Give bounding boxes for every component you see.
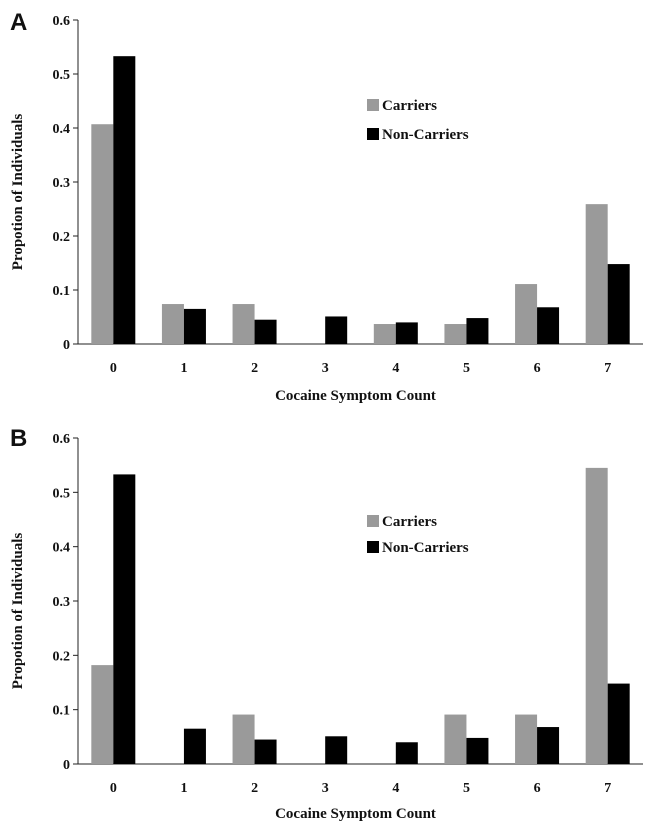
bar-non-carriers-0 — [113, 56, 136, 345]
x-axis-title: Cocaine Symptom Count — [275, 388, 436, 404]
bar-non-carriers-6 — [537, 727, 560, 764]
y-tick-label: 0 — [63, 338, 70, 353]
legend-swatch — [367, 99, 379, 111]
bar-non-carriers-2 — [254, 739, 277, 764]
bar-carriers-5 — [444, 324, 467, 344]
x-tick-label: 2 — [251, 361, 258, 376]
bar-carriers-2 — [232, 304, 255, 344]
x-tick-label: 5 — [463, 781, 470, 796]
legend-swatch — [367, 541, 379, 553]
bar-carriers-6 — [515, 714, 538, 764]
bar-non-carriers-1 — [183, 308, 206, 344]
bar-non-carriers-4 — [395, 322, 418, 344]
bar-carriers-2 — [232, 714, 255, 764]
bar-non-carriers-2 — [254, 319, 277, 344]
y-tick-label: 0.3 — [53, 176, 71, 191]
y-tick-label: 0.6 — [53, 432, 71, 447]
bar-carriers-5 — [444, 714, 467, 764]
x-tick-label: 3 — [322, 361, 329, 376]
legend-swatch — [367, 515, 379, 527]
x-tick-label: 5 — [463, 361, 470, 376]
x-tick-label: 3 — [322, 781, 329, 796]
bar-non-carriers-5 — [466, 737, 489, 764]
x-tick-label: 7 — [604, 781, 611, 796]
bar-carriers-1 — [161, 304, 184, 344]
legend: Carriers Non-Carriers — [367, 514, 469, 556]
y-tick-label: 0 — [63, 758, 70, 773]
bar-carriers-4 — [373, 324, 396, 344]
y-axis-title: Propotion of Individuals — [10, 533, 26, 690]
x-tick-label: 6 — [534, 361, 541, 376]
panel-label: B — [10, 425, 27, 452]
bar-non-carriers-0 — [113, 474, 136, 764]
legend-label: Carriers — [382, 514, 437, 530]
bar-non-carriers-3 — [325, 316, 348, 344]
y-tick-label: 0.5 — [53, 486, 71, 501]
x-tick-label: 1 — [180, 781, 187, 796]
x-tick-label: 4 — [392, 361, 399, 376]
y-tick-label: 0.4 — [53, 541, 71, 556]
x-tick-label: 0 — [110, 361, 117, 376]
legend-swatch — [367, 128, 379, 140]
x-tick-label: 0 — [110, 781, 117, 796]
legend-label: Non-Carriers — [382, 127, 469, 143]
y-tick-label: 0.6 — [53, 14, 71, 29]
y-tick-label: 0.3 — [53, 595, 71, 610]
bar-carriers-0 — [91, 124, 114, 344]
bar-carriers-7 — [585, 204, 608, 344]
bar-carriers-6 — [515, 284, 538, 344]
x-tick-label: 1 — [180, 361, 187, 376]
x-tick-label: 7 — [604, 361, 611, 376]
legend: Carriers Non-Carriers — [367, 98, 469, 143]
y-tick-label: 0.5 — [53, 68, 71, 83]
bar-non-carriers-7 — [607, 264, 630, 344]
chart-panel-b: B 0 0.1 0.2 0.3 0.4 0.5 0.6 Propotion of Individ… — [10, 425, 643, 822]
bar-carriers-0 — [91, 665, 114, 764]
bar-non-carriers-7 — [607, 683, 630, 764]
y-tick-label: 0.2 — [53, 649, 71, 664]
bar-non-carriers-4 — [395, 742, 418, 764]
y-tick-label: 0.1 — [53, 284, 71, 299]
x-tick-label: 4 — [392, 781, 399, 796]
x-tick-label: 2 — [251, 781, 258, 796]
bar-non-carriers-3 — [325, 736, 348, 764]
bar-non-carriers-5 — [466, 318, 489, 344]
x-tick-label: 6 — [534, 781, 541, 796]
chart-panel-a: A 0 0.1 0.2 0.3 0.4 0.5 0.6 Propotion of Individ… — [10, 9, 643, 404]
bar-non-carriers-6 — [537, 307, 560, 344]
bar-carriers-7 — [585, 467, 608, 764]
x-axis-title: Cocaine Symptom Count — [275, 806, 436, 822]
y-tick-label: 0.2 — [53, 230, 71, 245]
legend-label: Carriers — [382, 98, 437, 114]
y-tick-label: 0.1 — [53, 704, 71, 719]
panel-label: A — [10, 9, 27, 36]
bar-non-carriers-1 — [183, 728, 206, 764]
legend-label: Non-Carriers — [382, 540, 469, 556]
y-tick-label: 0.4 — [53, 122, 71, 137]
y-axis-title: Propotion of Individuals — [10, 114, 26, 271]
